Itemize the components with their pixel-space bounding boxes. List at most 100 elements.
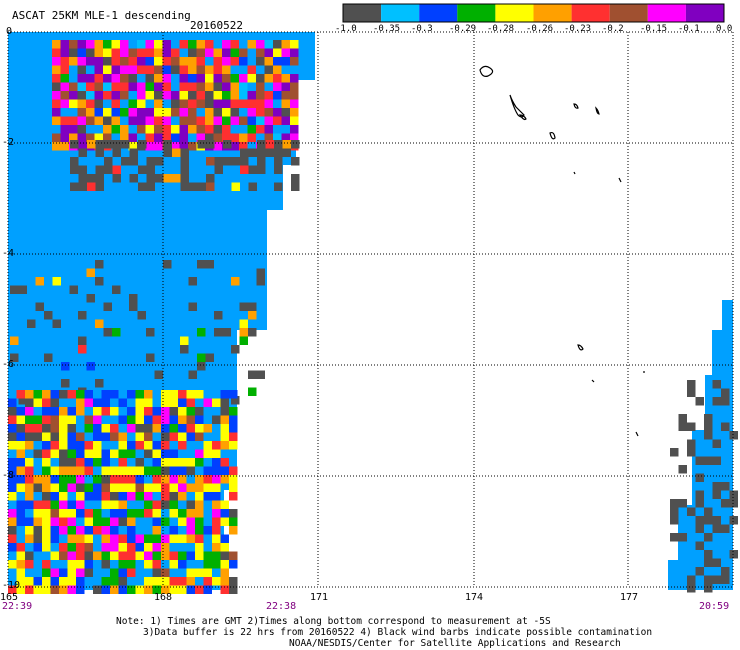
swath-cell: [50, 534, 59, 543]
swath-cell: [178, 483, 187, 492]
swath-cell: [695, 456, 704, 465]
swath-cell: [103, 133, 112, 142]
swath-cell: [16, 517, 25, 526]
legend-swatch: [571, 4, 610, 22]
swath-cell: [264, 57, 273, 66]
swath-cell: [120, 40, 129, 49]
swath-cell: [704, 558, 713, 567]
swath-cell: [135, 432, 144, 441]
swath-cell: [220, 475, 229, 484]
swath-cell: [203, 492, 212, 501]
swath-cell: [77, 91, 86, 100]
swath-cell: [67, 475, 76, 484]
swath-cell: [95, 379, 104, 388]
swath-cell: [186, 526, 195, 535]
swath-cell: [678, 533, 687, 542]
swath-cell: [239, 91, 248, 100]
swath-cell: [230, 99, 239, 108]
swath-cell: [50, 483, 59, 492]
swath-cell: [729, 490, 738, 499]
swath-cell: [161, 432, 170, 441]
swath-cell: [222, 125, 231, 134]
swath-cell: [161, 568, 170, 577]
swath-cell: [274, 182, 283, 191]
swath-cell: [220, 398, 229, 407]
swath-cell: [118, 483, 127, 492]
swath-cell: [161, 407, 170, 416]
swath-cell: [111, 57, 120, 66]
swath-cell: [230, 57, 239, 66]
swath-cell: [195, 492, 204, 501]
swath-cell: [59, 492, 68, 501]
swath-cell: [721, 499, 730, 508]
swath-cell: [84, 517, 93, 526]
swath-cell: [704, 431, 713, 440]
swath-cell: [220, 424, 229, 433]
swath-cell: [8, 483, 17, 492]
swath-cell: [152, 534, 161, 543]
swath-cell: [171, 48, 180, 57]
swath-cell: [264, 125, 273, 134]
swath-cell: [196, 133, 205, 142]
swath-cell: [76, 560, 85, 569]
swath-cell: [196, 82, 205, 91]
swath-cell: [101, 526, 110, 535]
swath-cell: [220, 585, 229, 594]
swath-cell: [264, 65, 273, 74]
swath-cell: [94, 40, 103, 49]
swath-cell: [59, 551, 68, 560]
swath-cell: [206, 182, 215, 191]
swath-cell: [67, 424, 76, 433]
swath-cell: [101, 475, 110, 484]
swath-cell: [178, 509, 187, 518]
swath-cell: [110, 568, 119, 577]
swath-cell: [274, 140, 283, 149]
swath-cell: [127, 407, 136, 416]
swath-cell: [101, 390, 110, 399]
swath-cell: [256, 40, 265, 49]
swath-cell: [223, 140, 232, 149]
swath-cell: [273, 65, 282, 74]
swath-cell: [128, 142, 137, 151]
swath-cell: [197, 353, 206, 362]
swath-cell: [152, 415, 161, 424]
swath-cell: [247, 133, 256, 142]
swath-cell: [25, 475, 34, 484]
swath-cell: [231, 345, 240, 354]
swath-cell: [281, 91, 290, 100]
swath-cell: [273, 91, 282, 100]
legend-label: -0.15: [640, 24, 668, 34]
swath-cell: [67, 466, 76, 475]
swath-cell: [127, 492, 136, 501]
swath-cell: [127, 543, 136, 552]
swath-cell: [33, 390, 42, 399]
swath-cell: [94, 108, 103, 117]
swath-cell: [25, 492, 34, 501]
swath-cell: [186, 483, 195, 492]
swath-cell: [229, 424, 238, 433]
swath-cell: [16, 475, 25, 484]
swath-cell: [179, 99, 188, 108]
swath-cell: [50, 551, 59, 560]
swath-cell: [290, 99, 299, 108]
swath-cell: [670, 448, 679, 457]
swath-cell: [273, 108, 282, 117]
swath-cell: [163, 140, 172, 149]
swath-cell: [120, 57, 129, 66]
swath-cell: [171, 99, 180, 108]
swath-cell: [248, 302, 257, 311]
swath-cell: [77, 108, 86, 117]
swath-cell: [50, 441, 59, 450]
swath-cell: [129, 294, 138, 303]
swath-cell: [25, 466, 34, 475]
swath-cell: [144, 415, 153, 424]
swath-cell: [127, 449, 136, 458]
swath-cell: [196, 65, 205, 74]
swath-cell: [120, 74, 129, 83]
swath-cell: [178, 475, 187, 484]
swath-cell: [205, 133, 214, 142]
swath-cell: [145, 116, 154, 125]
swath-cell: [145, 57, 154, 66]
swath-cell: [152, 449, 161, 458]
swath-cell: [188, 302, 197, 311]
